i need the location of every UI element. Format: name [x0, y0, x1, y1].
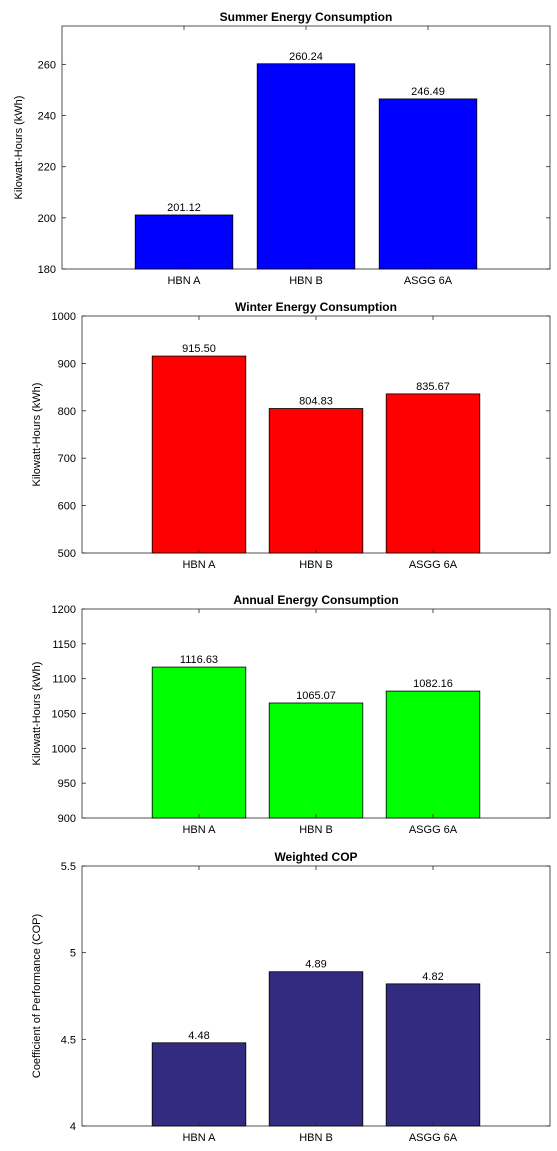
y-tick-label: 950 [58, 778, 76, 790]
y-tick-label: 1000 [52, 743, 76, 755]
bar-hbn-a [134, 214, 234, 270]
y-tick-label: 700 [58, 453, 76, 465]
bar-value-label: 4.48 [188, 1030, 209, 1042]
y-axis-label: Coefficient of Performance (COP) [31, 914, 43, 1078]
chart-title: Weighted COP [274, 850, 357, 864]
bar-value-label: 804.83 [299, 396, 333, 408]
y-tick-label: 4.5 [61, 1034, 76, 1046]
x-tick-label: HBN B [299, 824, 333, 836]
y-tick-label: 1100 [52, 674, 76, 686]
x-tick-label: ASGG 6A [404, 275, 453, 287]
bar-value-label: 246.49 [411, 86, 445, 98]
bar-asgg-6a [385, 983, 481, 1127]
y-tick-label: 1150 [52, 639, 76, 651]
x-tick-label: ASGG 6A [409, 824, 458, 836]
y-tick-label: 600 [58, 501, 76, 513]
y-axis-label: Kilowatt-Hours (kWh) [13, 96, 25, 200]
y-tick-label: 240 [38, 111, 56, 123]
bar-value-label: 1082.16 [413, 678, 453, 690]
bar-hbn-b [268, 702, 364, 819]
chart-panel-4: 4 4.5 5 5.5 4.48 HBN A 4.89 HBN B 4.82 ASGG 6A Wei… [31, 850, 551, 1144]
bar-hbn-b [268, 971, 364, 1127]
bar-value-label: 915.50 [182, 343, 216, 355]
x-tick-label: HBN A [182, 824, 216, 836]
x-tick-label: HBN B [299, 559, 333, 571]
x-tick-label: ASGG 6A [409, 1132, 458, 1144]
x-tick-label: HBN A [182, 559, 216, 571]
x-tick-label: HBN A [182, 1132, 216, 1144]
bar-value-label: 1065.07 [296, 690, 336, 702]
y-tick-label: 900 [58, 358, 76, 370]
x-tick-label: HBN A [167, 275, 201, 287]
y-tick-label: 800 [58, 406, 76, 418]
y-tick-label: 180 [38, 264, 56, 276]
chart-title: Winter Energy Consumption [235, 300, 397, 314]
y-tick-label: 500 [58, 548, 76, 560]
y-tick-label: 200 [38, 213, 56, 225]
x-tick-label: HBN B [289, 275, 323, 287]
y-tick-label: 1050 [52, 709, 76, 721]
chart-panel-3: 900 950 1000 1050 1100 1150 1200 1116.63 HBN A 10… [31, 593, 551, 836]
y-axis-label: Kilowatt-Hours (kWh) [31, 662, 43, 766]
bar-hbn-b [256, 63, 356, 270]
y-tick-label: 260 [38, 59, 56, 71]
bar-value-label: 4.89 [305, 959, 326, 971]
bar-asgg-6a [385, 393, 481, 554]
y-tick-label: 5 [70, 948, 76, 960]
y-tick-label: 1200 [52, 604, 76, 616]
bar-value-label: 835.67 [416, 381, 450, 393]
bar-hbn-a [151, 1042, 247, 1127]
bar-asgg-6a [385, 690, 481, 819]
x-tick-label: ASGG 6A [409, 559, 458, 571]
bar-value-label: 201.12 [167, 202, 201, 214]
x-tick-label: HBN B [299, 1132, 333, 1144]
bar-value-label: 4.82 [422, 971, 443, 983]
y-tick-label: 1000 [52, 311, 76, 323]
y-tick-label: 4 [70, 1121, 76, 1133]
y-tick-label: 220 [38, 162, 56, 174]
y-axis-label: Kilowatt-Hours (kWh) [31, 383, 43, 487]
bar-hbn-a [151, 666, 247, 819]
bar-hbn-a [151, 355, 247, 554]
chart-title: Summer Energy Consumption [220, 10, 393, 24]
y-tick-label: 5.5 [61, 861, 76, 873]
bar-value-label: 260.24 [289, 51, 323, 63]
bar-hbn-b [268, 408, 364, 554]
chart-panel-2: 500 600 700 800 900 1000 915.50 HBN A 804.83 HBN … [31, 300, 551, 571]
chart-title: Annual Energy Consumption [233, 593, 398, 607]
y-tick-label: 900 [58, 813, 76, 825]
bar-value-label: 1116.63 [180, 654, 218, 666]
chart-panel-1: 180 200 220 240 260 201.12 HBN A 260.24 HBN B 246… [13, 10, 551, 287]
bar-asgg-6a [378, 98, 478, 270]
